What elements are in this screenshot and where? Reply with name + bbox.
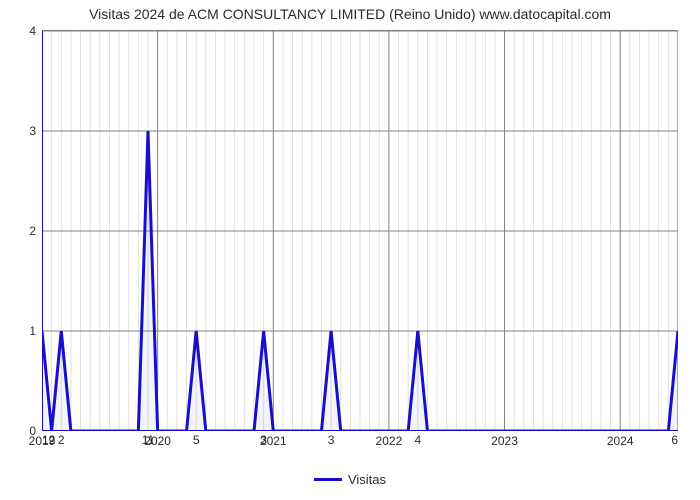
point-label: 6: [671, 433, 678, 447]
legend-swatch: [314, 478, 342, 481]
point-label: 5: [193, 433, 200, 447]
point-label: 4: [414, 433, 421, 447]
chart-title: Visitas 2024 de ACM CONSULTANCY LIMITED …: [0, 6, 700, 22]
point-label: 3: [260, 433, 267, 447]
y-tick-label: 4: [29, 24, 42, 38]
plot-area: 201920202021202220232024012341221153346: [42, 30, 678, 430]
legend-label: Visitas: [348, 472, 386, 487]
y-tick-label: 1: [29, 324, 42, 338]
y-tick-label: 2: [29, 224, 42, 238]
y-tick-label: 0: [29, 424, 42, 438]
legend: Visitas: [314, 472, 386, 487]
y-tick-label: 3: [29, 124, 42, 138]
point-label: 12: [42, 433, 55, 447]
point-label: 2: [58, 433, 65, 447]
point-label: 11: [142, 433, 154, 447]
x-tick-label: 2023: [491, 430, 518, 448]
x-tick-label: 2024: [607, 430, 634, 448]
point-label: 3: [328, 433, 335, 447]
chart-root: Visitas 2024 de ACM CONSULTANCY LIMITED …: [0, 0, 700, 500]
x-tick-label: 2022: [376, 430, 403, 448]
chart-svg: [42, 31, 678, 431]
